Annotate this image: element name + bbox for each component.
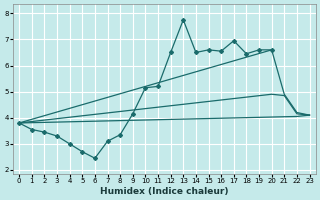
X-axis label: Humidex (Indice chaleur): Humidex (Indice chaleur) xyxy=(100,187,228,196)
